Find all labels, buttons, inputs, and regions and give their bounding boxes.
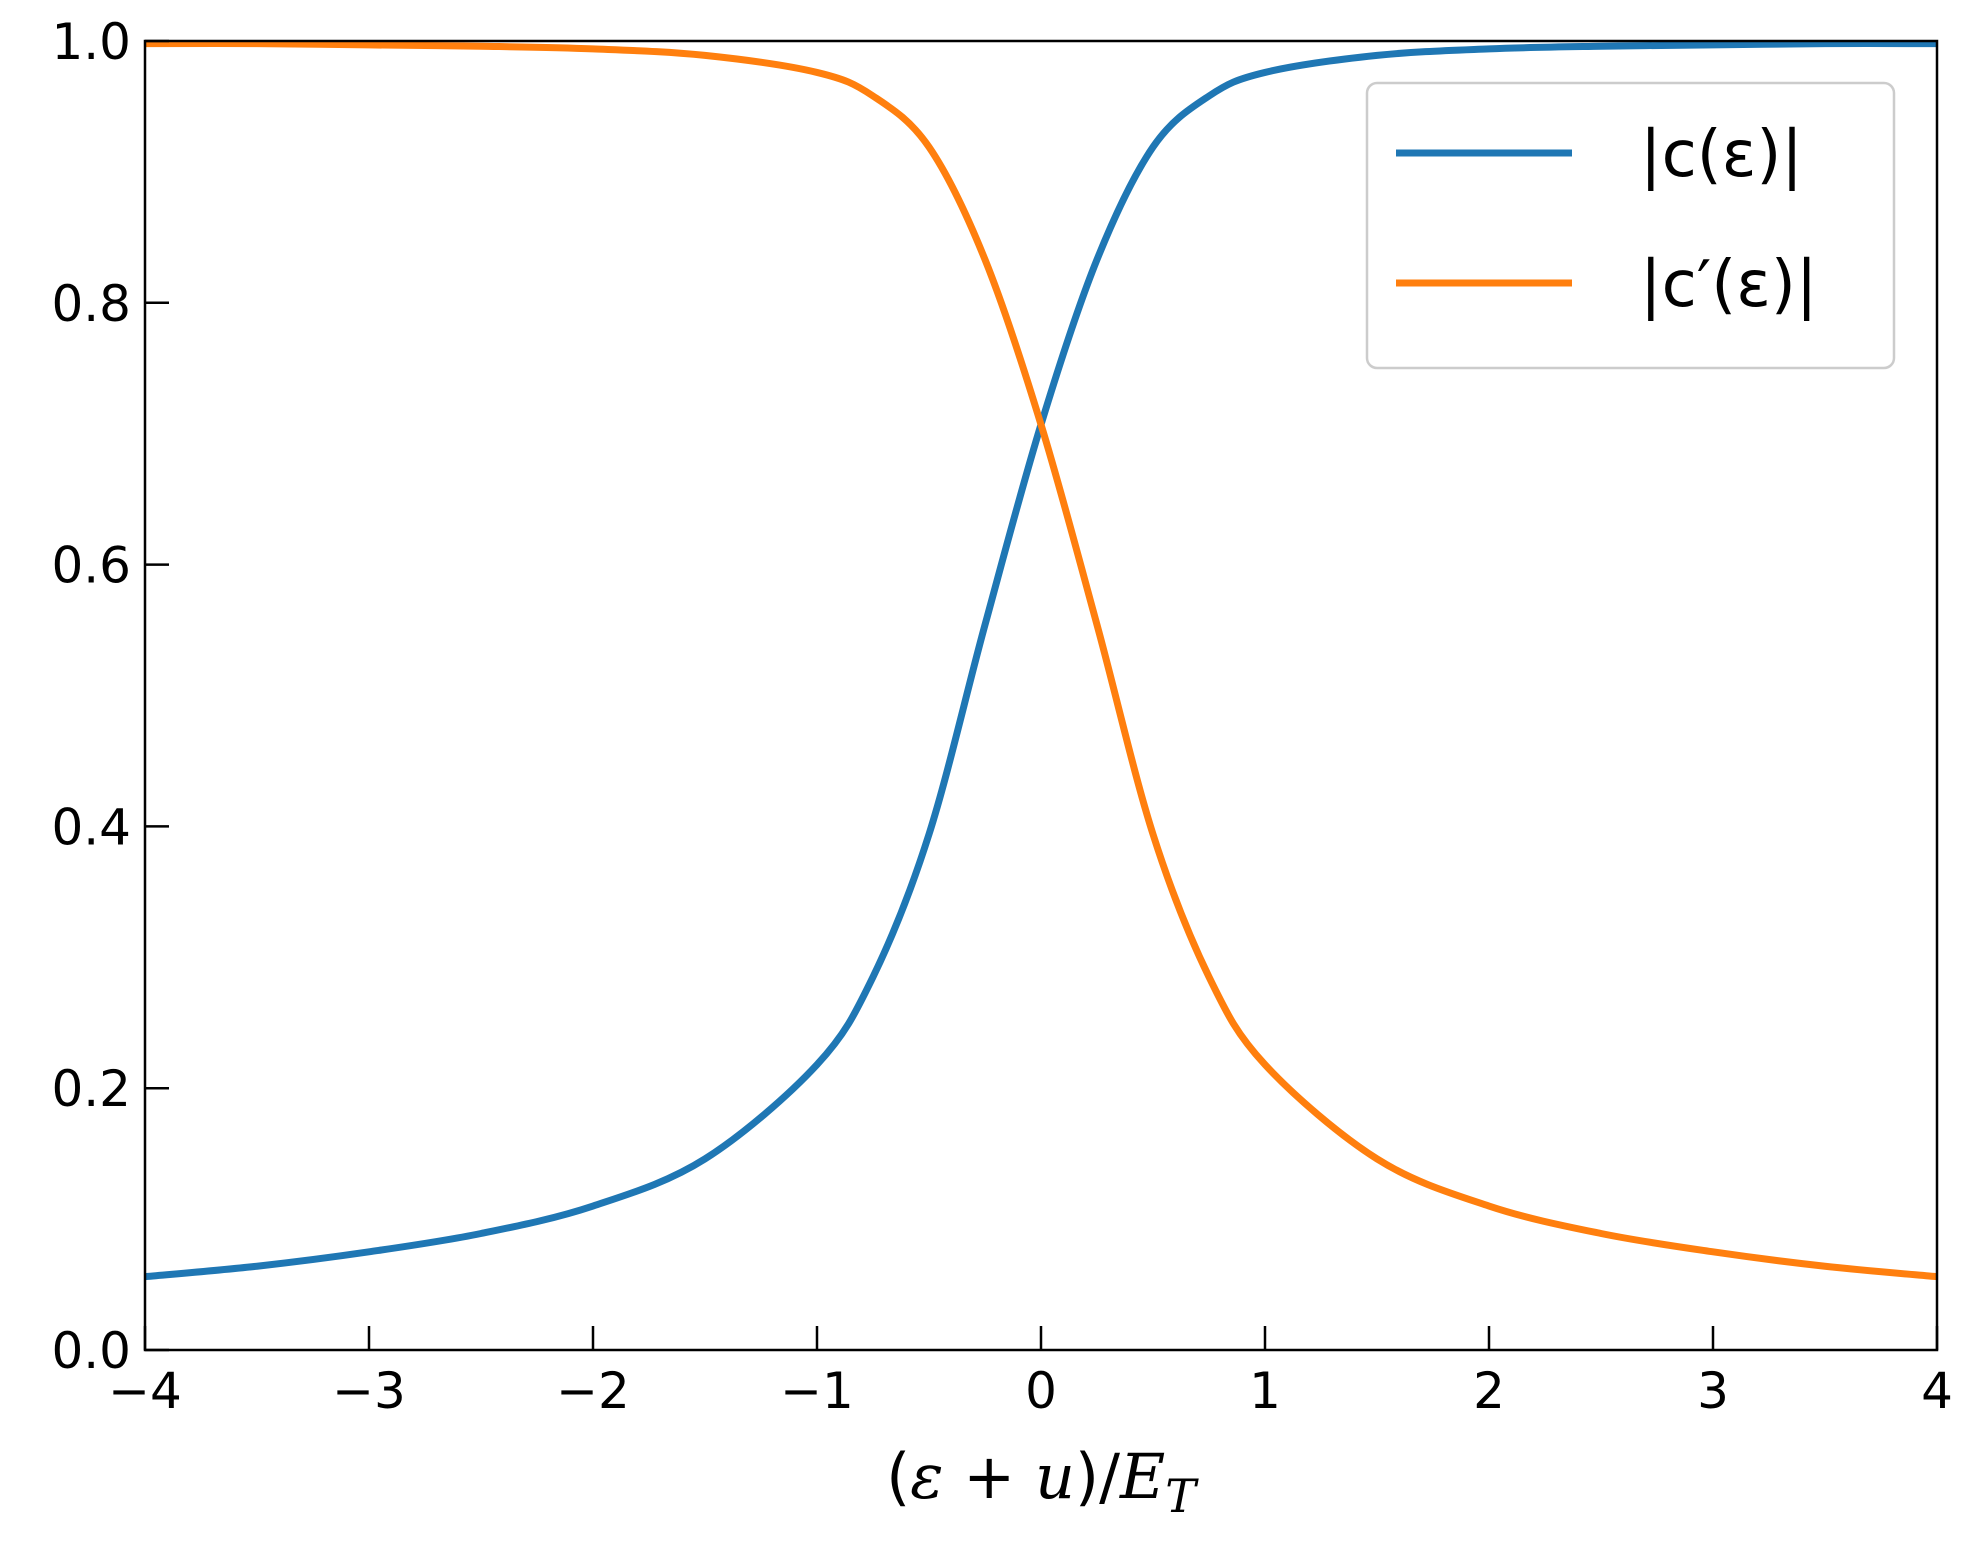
x-axis-label: (ε + u)/ET xyxy=(886,1440,1199,1523)
series-layer xyxy=(144,40,1938,1281)
legend-box xyxy=(1365,81,1896,370)
x-tick-label: −4 xyxy=(108,1362,182,1420)
tick-layer: −4 −3 −2 −1 0 1 2 3 4 0.0 0.2 0.4 0.6 0.8 1.0 xyxy=(51,13,1952,1420)
legend-label-1: |c(ε)| xyxy=(1640,118,1803,192)
x-tick-label: −2 xyxy=(556,1362,630,1420)
y-tick-label: 0.4 xyxy=(51,798,131,856)
series-line-2 xyxy=(144,40,1938,1281)
x-tick-label: 2 xyxy=(1473,1362,1505,1420)
y-tick-label: 0.6 xyxy=(51,537,131,595)
x-tick-label: −3 xyxy=(332,1362,406,1420)
y-tick-label: 0.8 xyxy=(51,275,131,333)
legend-label-2: |c′(ε)| xyxy=(1640,248,1817,322)
x-tick-label: −1 xyxy=(780,1362,854,1420)
x-tick-label: 0 xyxy=(1025,1362,1057,1420)
series-line-1 xyxy=(144,40,1938,1281)
y-tick-label: 0.0 xyxy=(51,1322,131,1380)
legend: |c(ε)| |c′(ε)| xyxy=(1365,81,1896,370)
x-tick-label: 1 xyxy=(1249,1362,1281,1420)
x-tick-label: 4 xyxy=(1921,1362,1953,1420)
y-tick-label: 1.0 xyxy=(51,13,131,71)
x-tick-label: 3 xyxy=(1697,1362,1729,1420)
y-tick-label: 0.2 xyxy=(51,1060,131,1118)
